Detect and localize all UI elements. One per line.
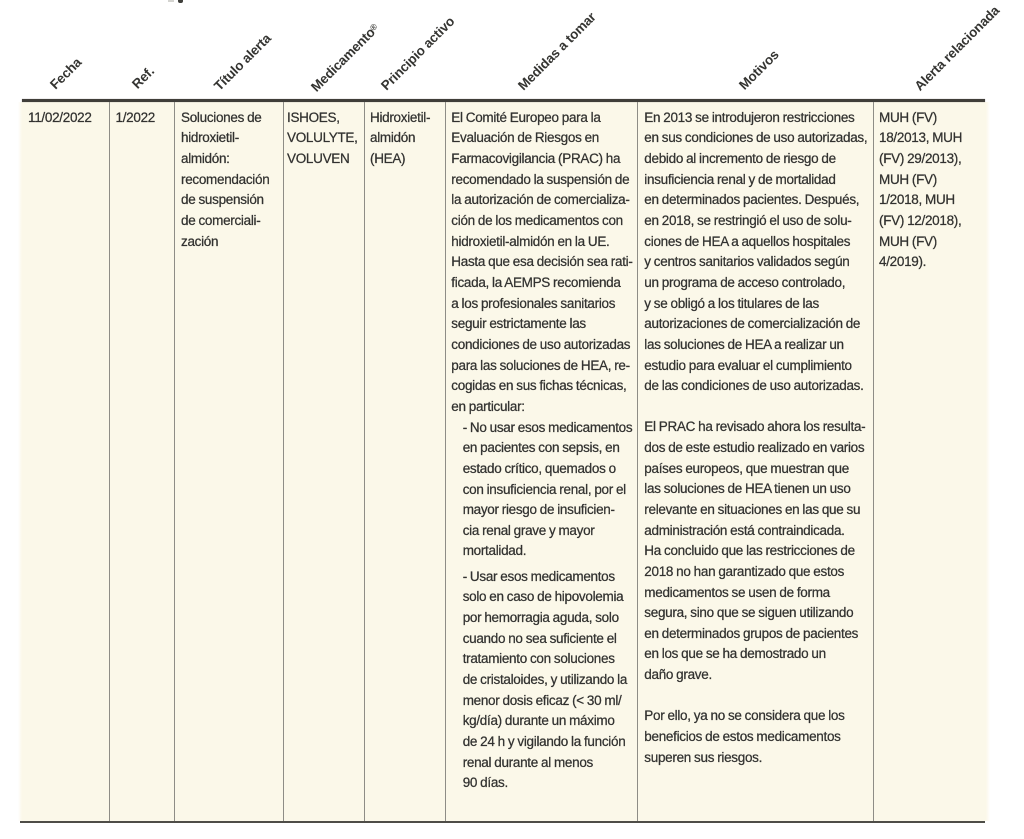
svg-text:Principio activo: Principio activo	[378, 14, 457, 93]
svg-text:Alerta relacionada: Alerta relacionada	[912, 2, 1003, 93]
svg-text:Medidas a tomar: Medidas a tomar	[515, 9, 599, 93]
svg-text:Fecha: Fecha	[47, 54, 85, 92]
svg-text:Título alerta: Título alerta	[211, 30, 274, 93]
svg-text:Medicamento®: Medicamento®	[308, 20, 383, 95]
svg-text:Motivos: Motivos	[736, 47, 782, 93]
svg-text:Ref.: Ref.	[129, 64, 157, 92]
